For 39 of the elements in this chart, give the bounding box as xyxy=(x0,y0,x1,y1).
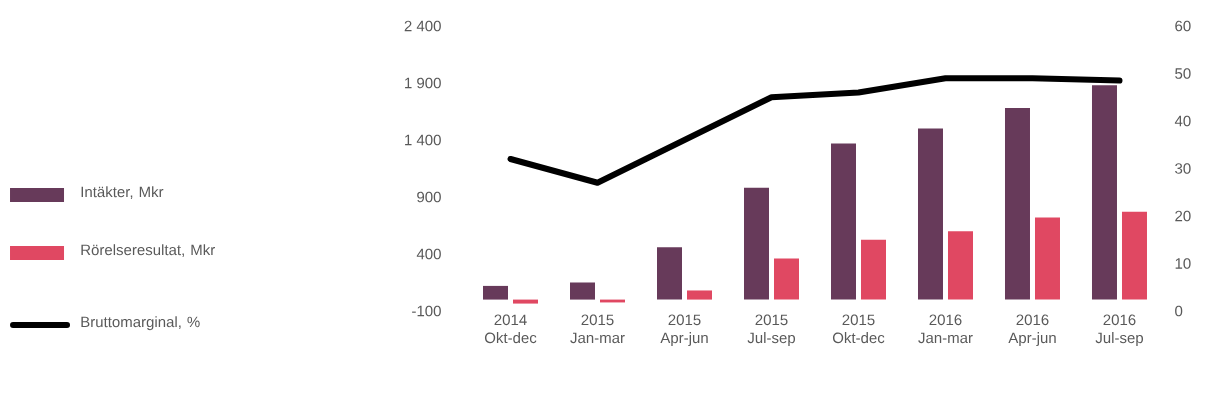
bar xyxy=(570,282,595,300)
y2-tick-label: 60 xyxy=(1175,20,1191,32)
y-tick-label: 400 xyxy=(416,248,441,260)
y2-tick-label: 10 xyxy=(1175,258,1191,269)
bar xyxy=(1004,108,1030,300)
bar xyxy=(774,258,799,300)
bar xyxy=(947,231,973,300)
x-tick-label: 2016 Jan-mar xyxy=(918,314,973,344)
legend-label: Bruttomarginal, % xyxy=(81,316,200,331)
bar xyxy=(1091,85,1117,300)
y2-tick-label: 20 xyxy=(1175,210,1191,222)
bar xyxy=(483,285,509,300)
y2-tick-label: 40 xyxy=(1174,115,1191,127)
bar xyxy=(744,187,769,300)
bar xyxy=(513,299,539,304)
x-tick-label: 2015 Apr-jun xyxy=(660,314,708,347)
x-tick-label: 2015 Okt-dec xyxy=(832,314,885,344)
x-tick-label: 2016 Apr-jun xyxy=(1008,314,1056,347)
legend-label: Rörelseresultat, Mkr xyxy=(81,244,215,257)
y2-tick-label: 30 xyxy=(1175,163,1191,174)
x-tick-label: 2016 Jul-sep xyxy=(1095,314,1144,347)
bar xyxy=(687,290,712,300)
y-tick-label: 1 900 xyxy=(405,77,441,89)
y2-tick-label: 0 xyxy=(1175,305,1183,317)
x-tick-label: 2014 Okt-dec xyxy=(484,314,537,344)
bar xyxy=(918,128,943,300)
bar xyxy=(861,239,886,300)
x-tick-label: 2015 Jul-sep xyxy=(747,314,796,347)
y-tick-label: 1 400 xyxy=(405,134,441,146)
y-tick-label: 900 xyxy=(417,191,441,203)
x-tick-label: 2015 Jan-mar xyxy=(570,314,625,344)
y-tick-label: -100 xyxy=(412,305,441,317)
bar xyxy=(1034,217,1060,300)
bar xyxy=(831,143,856,300)
bar xyxy=(1121,211,1147,300)
bar xyxy=(657,247,682,300)
legend-label: Intäkter, Mkr xyxy=(81,186,164,199)
y2-tick-label: 50 xyxy=(1175,68,1191,79)
y-tick-label: 2 400 xyxy=(404,20,441,32)
